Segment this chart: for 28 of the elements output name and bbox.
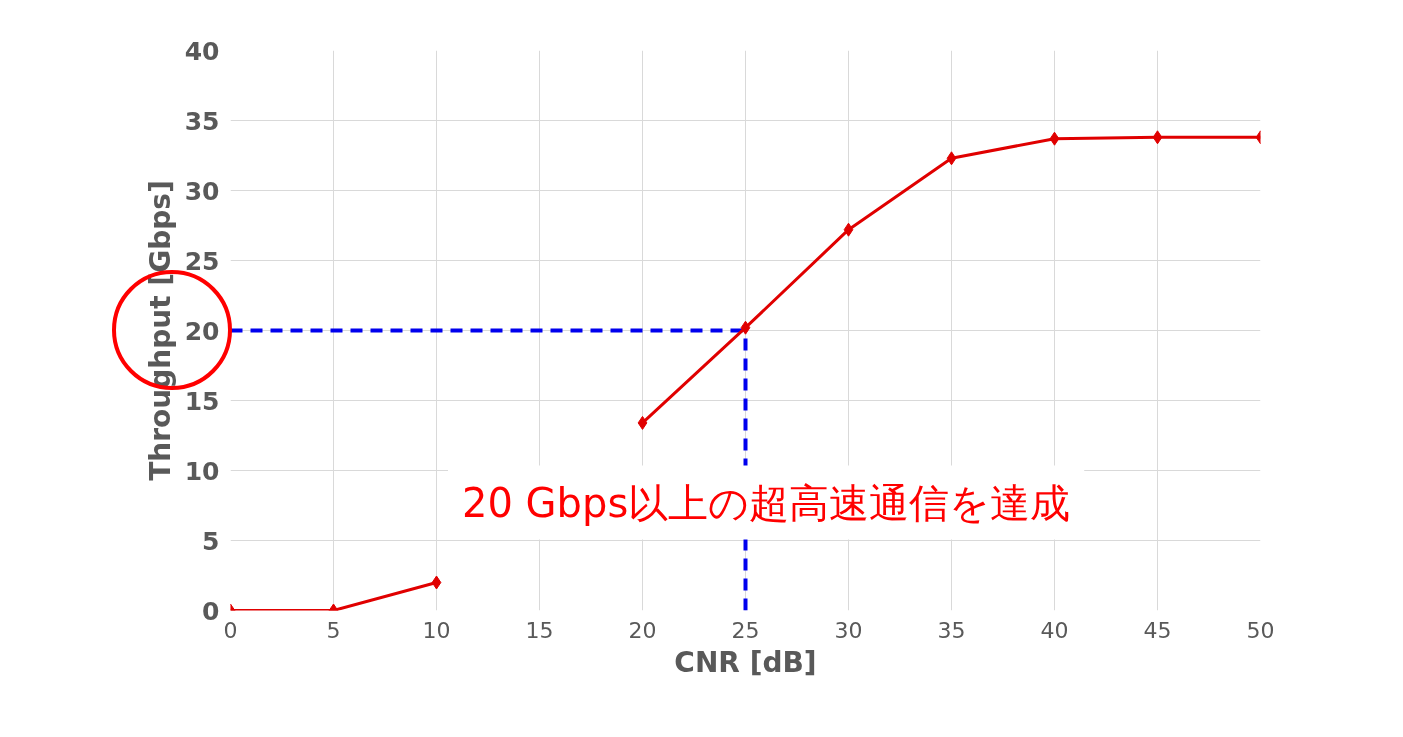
point xyxy=(1152,130,1163,145)
x-tick-label: 40 xyxy=(1040,617,1069,643)
y-tick-label: 30 xyxy=(184,176,220,206)
y-tick-label: 5 xyxy=(202,526,220,556)
y-axis-title: Throughput [Gbps] xyxy=(143,180,177,481)
y-tick-label: 15 xyxy=(184,386,220,416)
x-tick-label: 35 xyxy=(937,617,966,643)
y-tick-label: 10 xyxy=(184,456,220,486)
x-tick-label: 50 xyxy=(1246,617,1275,643)
y-tick-label: 35 xyxy=(184,106,220,136)
x-tick-label: 15 xyxy=(525,617,554,643)
point xyxy=(740,320,751,335)
annotation: 20 Gbps以上の超高速通信を達成 xyxy=(461,479,1071,526)
x-tick-label: 45 xyxy=(1143,617,1172,643)
y-tick-label: 25 xyxy=(184,246,220,276)
x-tick-label: 0 xyxy=(223,617,238,643)
point xyxy=(946,151,957,166)
x-tick-label: 10 xyxy=(422,617,451,643)
x-tick-label: 30 xyxy=(834,617,863,643)
y-tick-label: 20 xyxy=(184,316,220,346)
x-tick-label: 5 xyxy=(326,617,341,643)
y-tick-label: 40 xyxy=(184,36,220,66)
point xyxy=(843,222,854,237)
x-tick-label: 20 xyxy=(628,617,657,643)
x-axis-title: CNR [dB] xyxy=(674,645,817,679)
x-tick-label: 25 xyxy=(731,617,760,643)
point xyxy=(637,415,648,430)
point xyxy=(1049,131,1060,146)
